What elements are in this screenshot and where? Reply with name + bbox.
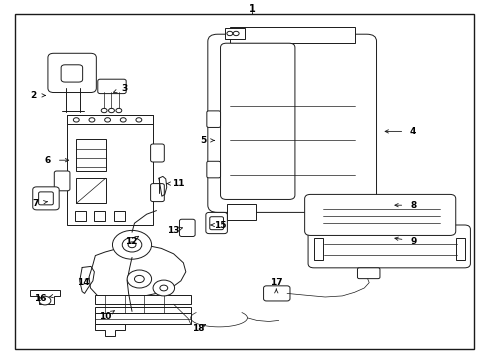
Text: 9: 9 — [409, 237, 416, 246]
Text: 10: 10 — [99, 312, 111, 321]
Text: 11: 11 — [172, 179, 184, 188]
Bar — [95, 295, 190, 304]
Circle shape — [101, 108, 107, 113]
FancyBboxPatch shape — [48, 53, 96, 93]
FancyBboxPatch shape — [179, 219, 195, 237]
Text: 16: 16 — [34, 294, 47, 303]
Bar — [67, 115, 153, 225]
Text: 7: 7 — [32, 199, 39, 208]
FancyBboxPatch shape — [150, 184, 164, 202]
FancyBboxPatch shape — [304, 194, 455, 235]
Circle shape — [89, 118, 95, 122]
Bar — [95, 307, 190, 313]
Bar — [94, 211, 105, 221]
FancyBboxPatch shape — [207, 34, 376, 212]
Bar — [114, 211, 124, 221]
Bar — [95, 313, 190, 324]
Polygon shape — [89, 245, 185, 299]
Circle shape — [39, 296, 51, 305]
Text: 15: 15 — [213, 220, 226, 230]
FancyBboxPatch shape — [98, 79, 126, 94]
Circle shape — [122, 238, 142, 252]
FancyBboxPatch shape — [33, 187, 59, 210]
Text: 12: 12 — [124, 237, 137, 246]
Circle shape — [127, 270, 151, 288]
Text: 5: 5 — [200, 136, 205, 145]
Text: 3: 3 — [122, 84, 127, 93]
Circle shape — [134, 275, 144, 283]
Text: 14: 14 — [77, 278, 89, 287]
Bar — [75, 211, 85, 221]
FancyBboxPatch shape — [61, 65, 82, 82]
Circle shape — [73, 118, 79, 122]
Circle shape — [108, 108, 114, 113]
Text: 1: 1 — [248, 4, 255, 14]
FancyBboxPatch shape — [206, 111, 220, 127]
Text: 18: 18 — [191, 324, 204, 333]
FancyBboxPatch shape — [357, 268, 379, 279]
Bar — [229, 27, 354, 43]
Polygon shape — [95, 324, 124, 336]
FancyBboxPatch shape — [220, 43, 294, 199]
Bar — [67, 115, 153, 124]
Circle shape — [128, 242, 136, 248]
Bar — [227, 204, 255, 220]
FancyBboxPatch shape — [263, 286, 289, 301]
Circle shape — [226, 31, 232, 36]
Text: 13: 13 — [167, 226, 180, 235]
Text: 2: 2 — [30, 91, 36, 100]
FancyBboxPatch shape — [205, 212, 227, 234]
Text: 6: 6 — [45, 156, 51, 165]
Circle shape — [153, 280, 174, 296]
Text: 4: 4 — [409, 127, 416, 136]
Circle shape — [120, 118, 126, 122]
Bar — [313, 238, 322, 260]
Circle shape — [160, 285, 167, 291]
Circle shape — [116, 108, 122, 113]
FancyBboxPatch shape — [39, 192, 53, 205]
Text: 17: 17 — [269, 278, 282, 287]
Bar — [328, 204, 356, 220]
Bar — [76, 178, 105, 203]
FancyBboxPatch shape — [54, 171, 70, 191]
Text: 8: 8 — [409, 201, 415, 210]
Bar — [455, 238, 464, 260]
FancyBboxPatch shape — [150, 144, 164, 162]
Bar — [76, 139, 105, 171]
Circle shape — [233, 31, 239, 36]
Circle shape — [104, 118, 110, 122]
Circle shape — [136, 118, 142, 122]
Polygon shape — [30, 290, 60, 304]
FancyBboxPatch shape — [307, 225, 469, 268]
Bar — [224, 28, 244, 39]
FancyBboxPatch shape — [206, 161, 220, 178]
Circle shape — [112, 230, 151, 259]
FancyBboxPatch shape — [209, 217, 223, 230]
